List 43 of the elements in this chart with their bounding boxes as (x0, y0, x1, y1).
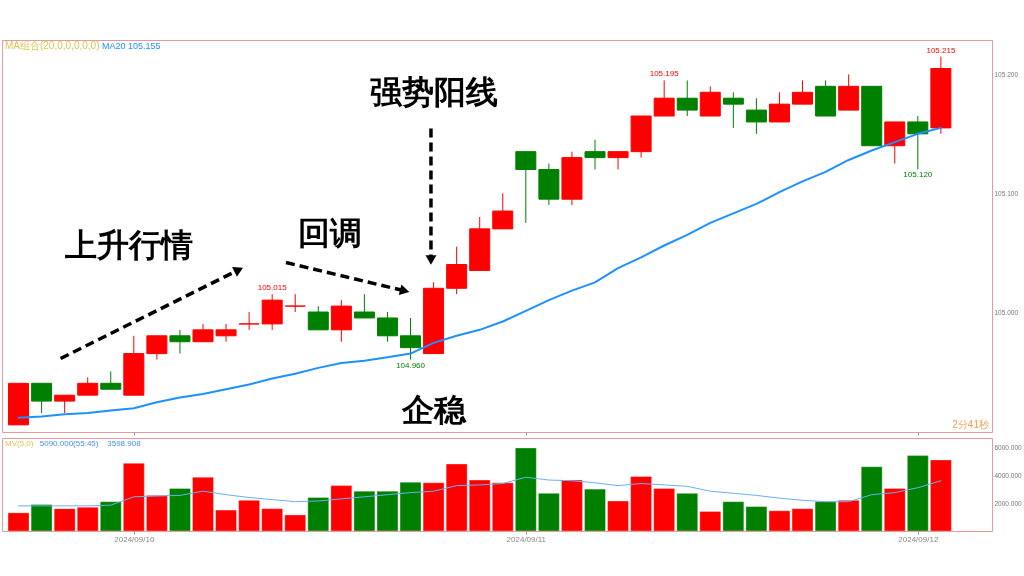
annotation: 上升行情 (64, 227, 194, 263)
annotation: MV(5,0) (4, 439, 34, 448)
annotation: 回调 (297, 215, 362, 251)
annotation: 105.120 (903, 170, 933, 180)
line-series (18, 476, 942, 507)
candlestick (676, 79, 698, 117)
annotation: 104.960 (396, 360, 426, 370)
candlestick (261, 293, 283, 331)
annotation: 105.195 (649, 69, 680, 79)
annotation: 3598.908 (107, 439, 142, 448)
x-tick-label: 2024/09/11 (506, 534, 547, 544)
x-tick-label: 2024/09/10 (114, 534, 155, 544)
candlestick (400, 317, 422, 361)
candlestick (238, 311, 260, 331)
candlestick (307, 305, 329, 331)
annotation: 2分41秒 (952, 419, 989, 430)
candlestick (376, 311, 398, 343)
x-tick-label: 2024/09/12 (898, 534, 939, 544)
annotation: 105.015 (257, 283, 288, 293)
candlestick (353, 293, 375, 319)
candlestick (768, 91, 790, 123)
candlestick (745, 97, 767, 135)
annotation: MA组合(20,0,0,0,0,0) (4, 40, 100, 51)
candlestick (699, 85, 721, 117)
candlestick (653, 79, 675, 117)
annotation: 5090.000(55:45) (39, 439, 99, 448)
text: MA20 105.155 (102, 41, 161, 51)
candlestick (31, 382, 53, 414)
candlestick (722, 91, 744, 129)
candlestick (446, 246, 468, 295)
annotation: 强势阳线 (369, 74, 498, 110)
candlestick (907, 115, 929, 170)
candlestick (492, 192, 514, 230)
candlestick (584, 139, 606, 170)
annotation: 105.215 (926, 45, 956, 55)
candlestick (838, 73, 860, 111)
candlestick (884, 121, 906, 165)
candlestick (146, 335, 168, 361)
candlestick (169, 329, 191, 355)
annotation: 企稳 (400, 392, 467, 428)
candlestick (330, 299, 352, 343)
candlestick (515, 151, 537, 224)
candlestick (792, 79, 814, 105)
